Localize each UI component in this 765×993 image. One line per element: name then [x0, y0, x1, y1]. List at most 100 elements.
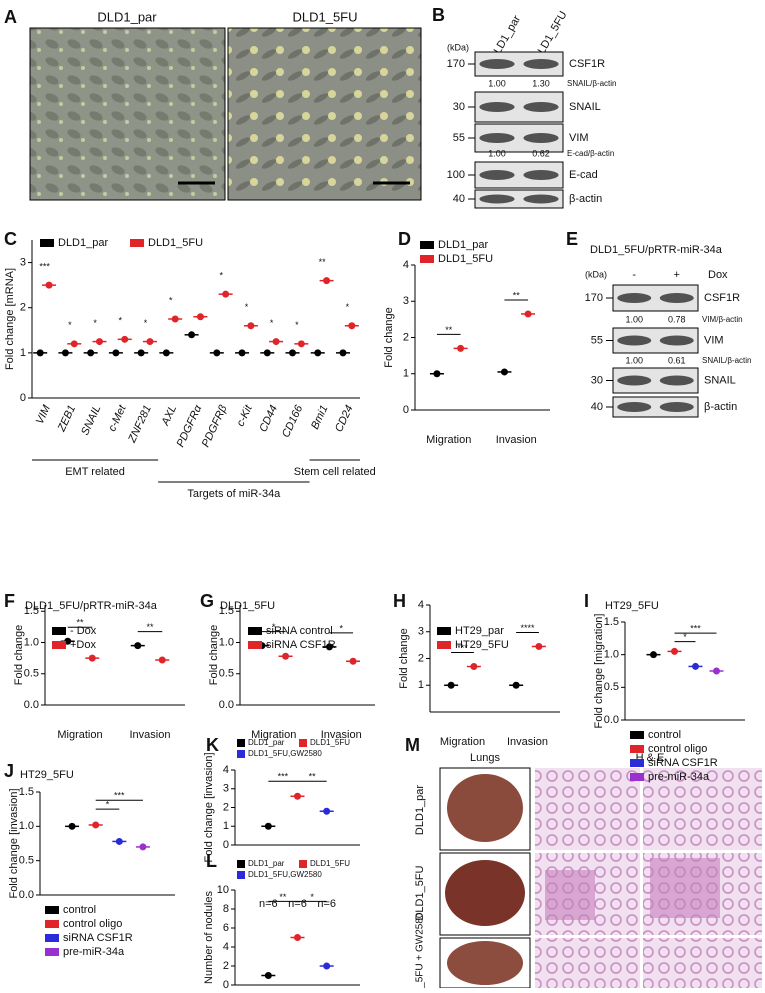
- y-tick-label: 4: [223, 764, 229, 776]
- y-tick-label: 1.5: [604, 616, 619, 628]
- quant-label: E-cad/β-actin: [567, 149, 614, 158]
- data-dot: [213, 349, 221, 357]
- legend-label: siRNA CSF1R: [648, 757, 718, 769]
- significance-label: *: [169, 295, 173, 305]
- legend-label: DLD1_5FU: [438, 253, 493, 265]
- x-tick-label: ZNF281: [126, 403, 154, 445]
- tumor-region: [545, 870, 595, 920]
- data-dot: [713, 667, 720, 675]
- kda-label: 100: [447, 169, 465, 181]
- n-label: n=6: [288, 898, 307, 910]
- legend-label: +Dox: [70, 639, 96, 651]
- band: [659, 402, 694, 412]
- treatment-label: Dox: [708, 269, 728, 281]
- kda-label: 30: [591, 374, 603, 386]
- y-tick-label: 0.5: [604, 681, 619, 693]
- legend-label: DLD1_5FU,GW2580: [248, 870, 322, 879]
- significance-label: *: [219, 271, 223, 281]
- significance-label: ***: [278, 772, 289, 782]
- data-dot: [524, 310, 532, 318]
- data-dot: [314, 349, 322, 357]
- panel-letter: L: [206, 851, 217, 871]
- chart-title: DLD1_5FU/pRTR-miR-34a: [25, 600, 158, 612]
- data-dot: [139, 843, 147, 851]
- quant-value: 1.00: [488, 148, 506, 158]
- data-dot: [348, 322, 356, 330]
- significance-label: *: [93, 318, 97, 328]
- legend-swatch: [630, 773, 644, 781]
- data-dot: [294, 792, 301, 800]
- legend-swatch: [630, 731, 644, 739]
- data-dot: [196, 313, 204, 321]
- data-dot: [247, 322, 255, 330]
- panel-letter: M: [405, 735, 420, 755]
- image-label: DLD1_par: [97, 9, 157, 24]
- y-tick-label: 3: [223, 783, 229, 795]
- significance-label: ***: [114, 791, 125, 801]
- x-tick-label: PDGFRβ: [200, 403, 230, 449]
- data-dot: [68, 822, 76, 830]
- quant-label: VIM/β-actin: [702, 315, 743, 324]
- y-tick-label: 4: [403, 259, 409, 271]
- data-dot: [162, 349, 170, 357]
- data-dot: [264, 822, 272, 830]
- panel-letter: H: [393, 591, 406, 611]
- data-dot: [289, 349, 297, 357]
- data-dot: [349, 657, 357, 665]
- band: [479, 194, 515, 204]
- legend-swatch: [45, 920, 59, 928]
- legend-label: DLD1_par: [438, 239, 488, 251]
- data-dot: [92, 821, 100, 829]
- quant-value: 1.00: [625, 314, 643, 324]
- lung-photo: [447, 774, 523, 842]
- y-tick-label: 0.5: [24, 668, 39, 680]
- kda-label: 30: [453, 101, 465, 113]
- data-dot: [297, 340, 305, 348]
- significance-label: **: [319, 257, 327, 267]
- y-tick-label: 2: [403, 331, 409, 343]
- y-tick-label: 1.5: [219, 605, 234, 617]
- legend-swatch: [52, 627, 66, 635]
- chart-title: HT29_5FU: [20, 769, 74, 781]
- band: [617, 335, 652, 346]
- micrograph: [227, 27, 422, 201]
- significance-label: *: [683, 632, 687, 642]
- quant-value: 0.78: [668, 314, 686, 324]
- data-dot: [222, 290, 230, 298]
- data-dot: [272, 338, 280, 346]
- x-tick-label: Migration: [57, 729, 102, 741]
- significance-label: *: [310, 892, 314, 902]
- significance-label: *: [270, 318, 274, 328]
- legend-swatch: [237, 750, 245, 758]
- significance-label: *: [119, 316, 123, 326]
- y-tick-label: 1.0: [604, 649, 619, 661]
- significance-label: *: [346, 302, 350, 312]
- legend-label: pre-miR-34a: [63, 946, 125, 958]
- legend-label: siRNA control: [266, 625, 333, 637]
- band: [523, 133, 559, 143]
- panel-letter: D: [398, 229, 411, 249]
- y-tick-label: 0.0: [219, 699, 234, 711]
- y-tick-label: 0: [223, 979, 229, 988]
- data-dot: [323, 277, 331, 285]
- x-tick-label: Migration: [440, 736, 485, 748]
- x-tick-label: SNAIL: [79, 403, 103, 437]
- significance-label: *: [245, 302, 249, 312]
- y-axis-label: Fold change [migration]: [593, 614, 605, 729]
- tumor-region: [650, 858, 720, 918]
- quant-value: 0.61: [668, 355, 686, 365]
- significance-label: ****: [520, 623, 535, 633]
- data-dot: [87, 349, 95, 357]
- band: [617, 375, 652, 386]
- data-dot: [282, 652, 290, 660]
- legend-swatch: [52, 641, 66, 649]
- data-dot: [36, 349, 44, 357]
- quant-value: 0.62: [532, 148, 550, 158]
- protein-label: VIM: [704, 334, 724, 346]
- data-dot: [457, 344, 465, 352]
- data-dot: [115, 837, 123, 845]
- legend-label: - Dox: [70, 625, 97, 637]
- legend-swatch: [299, 860, 307, 868]
- legend-label: DLD1_5FU: [310, 859, 350, 868]
- legend-swatch: [437, 627, 451, 635]
